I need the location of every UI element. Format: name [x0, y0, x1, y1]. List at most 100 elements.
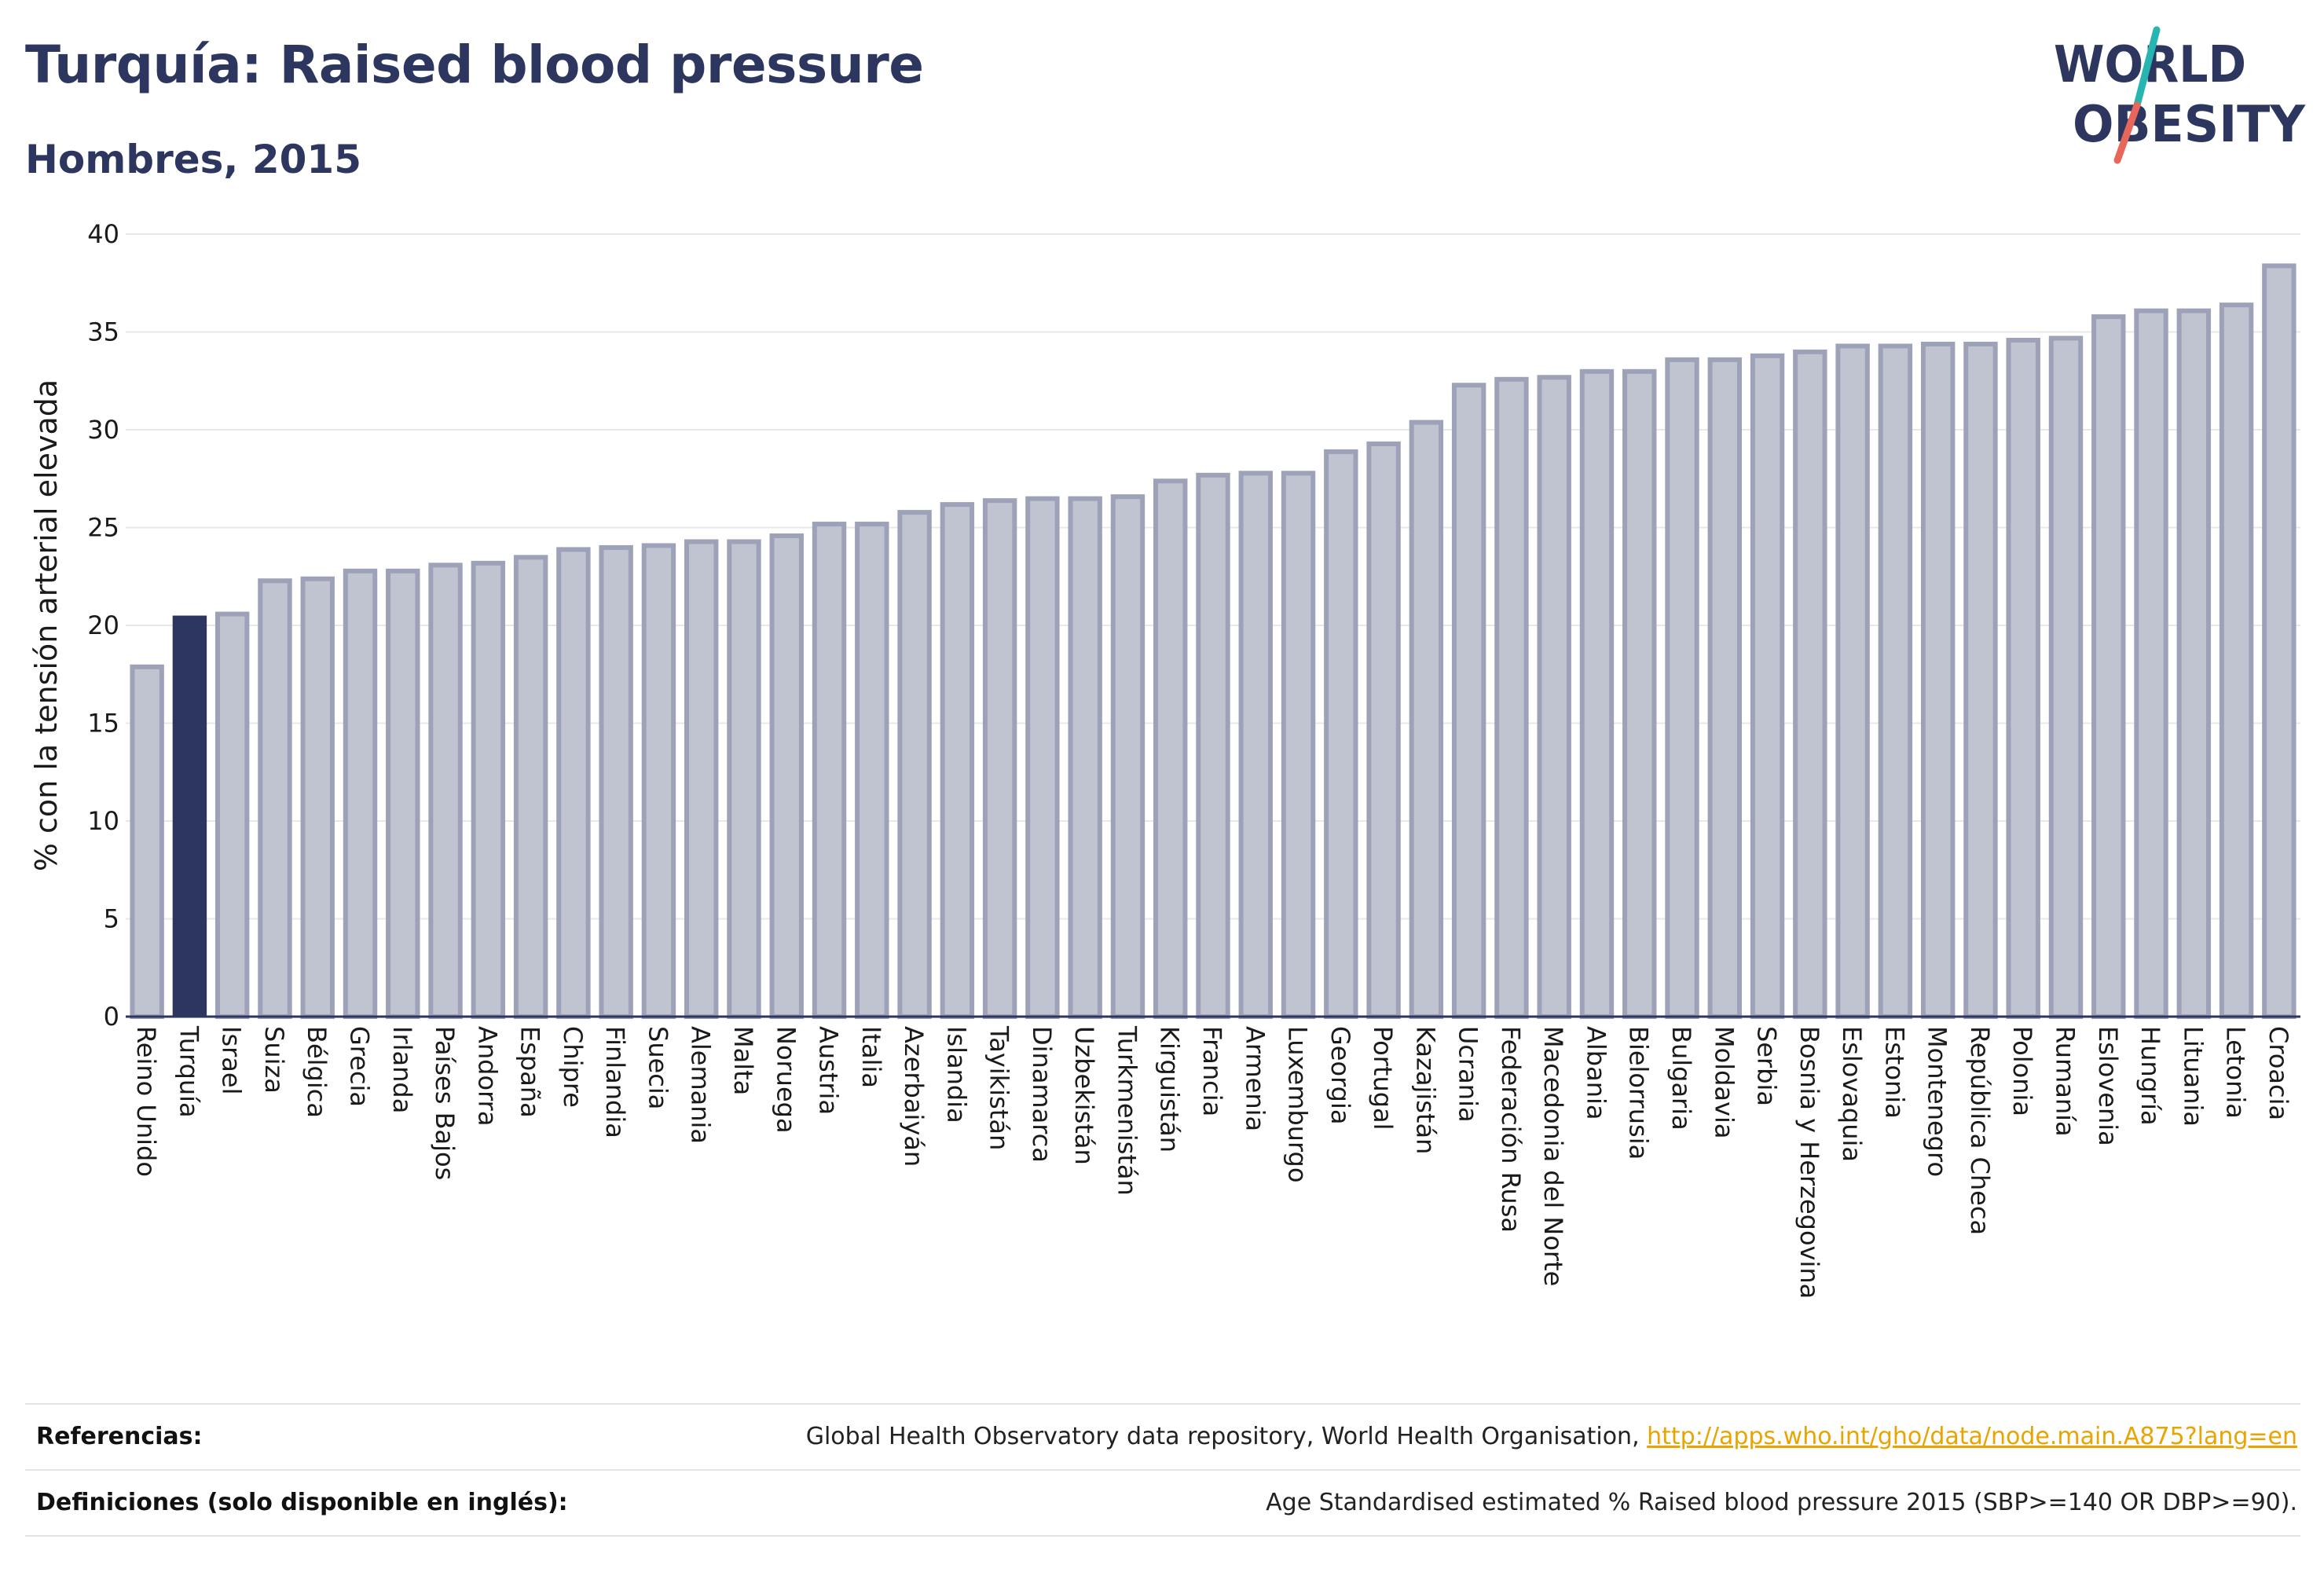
x-tick-label: Irlanda	[387, 1026, 417, 1113]
x-tick-label: Bielorrusia	[1624, 1026, 1654, 1160]
definitions-label: Definiciones (solo disponible en inglés)…	[36, 1488, 568, 1516]
x-tick-label: Montenegro	[1923, 1026, 1952, 1177]
y-tick-label: 30	[87, 415, 119, 445]
bar	[684, 539, 719, 1019]
y-tick-label: 15	[87, 709, 119, 739]
bar	[1835, 343, 1870, 1019]
x-tick-label: Dinamarca	[1027, 1026, 1057, 1163]
world-obesity-logo: WORLD OBESITY	[2054, 26, 2306, 164]
bar	[1366, 441, 1401, 1019]
x-tick-label: Bulgaria	[1666, 1026, 1696, 1131]
x-tick-label: Alemania	[686, 1026, 716, 1144]
bar	[982, 498, 1017, 1019]
x-axis-labels: Reino Unido Turquía Israel Suiza Bélgica Grec…	[131, 1025, 2293, 1299]
x-tick-label: Reino Unido	[131, 1026, 161, 1177]
x-tick-label: Albania	[1581, 1026, 1611, 1120]
x-tick-label: Francia	[1197, 1026, 1227, 1116]
x-tick-label: Rumanía	[2050, 1026, 2080, 1137]
bar	[428, 563, 463, 1019]
references-link[interactable]: http://apps.who.int/gho/data/node.main.A…	[1647, 1422, 2297, 1450]
y-tick-label: 20	[87, 610, 119, 640]
footer-divider	[25, 1535, 2300, 1537]
logo-slash-teal	[2133, 26, 2161, 109]
bar	[1622, 368, 1657, 1019]
bar	[1196, 472, 1230, 1019]
definitions-text: Age Standardised estimated % Raised bloo…	[1266, 1488, 2297, 1516]
bar	[2048, 335, 2084, 1020]
bar	[940, 502, 975, 1019]
bar	[2134, 308, 2168, 1019]
references-text: Global Health Observatory data repositor…	[805, 1422, 1648, 1450]
x-tick-label: Macedonia del Norte	[1538, 1026, 1568, 1286]
x-tick-label: Hungría	[2135, 1026, 2165, 1126]
y-tick-label: 35	[87, 317, 119, 347]
bar	[386, 568, 420, 1019]
bar	[599, 544, 633, 1019]
x-tick-label: Uzbekistán	[1069, 1026, 1099, 1165]
bar	[130, 664, 164, 1019]
bar	[2262, 263, 2297, 1020]
x-tick-label: Finlandia	[600, 1026, 630, 1138]
bar	[897, 510, 932, 1019]
bars	[130, 263, 2297, 1020]
x-tick-label: Chipre	[558, 1026, 588, 1108]
x-tick-label: Azerbaiyán	[899, 1026, 929, 1167]
x-tick-label: Islandia	[941, 1026, 971, 1123]
bar	[1878, 343, 1913, 1019]
bar-highlight	[172, 615, 207, 1017]
x-tick-label: Países Bajos	[430, 1026, 460, 1180]
bar	[1324, 449, 1358, 1019]
y-tick-label: 5	[104, 904, 119, 934]
bar	[1793, 349, 1827, 1020]
x-tick-label: Austria	[814, 1026, 844, 1115]
y-tick-label: 25	[87, 513, 119, 543]
bar	[1707, 357, 1743, 1019]
bar	[855, 522, 889, 1019]
x-tick-label: Malta	[728, 1026, 758, 1095]
x-tick-label: Serbia	[1752, 1026, 1782, 1106]
x-tick-label: Croacia	[2264, 1026, 2293, 1120]
x-tick-label: Israel	[217, 1026, 247, 1094]
x-tick-label: Bosnia y Herzegovina	[1794, 1026, 1824, 1299]
y-axis-label: % con la tensión arterial elevada	[29, 379, 64, 871]
bar	[727, 539, 761, 1019]
bar	[1494, 376, 1529, 1019]
bar	[641, 543, 676, 1019]
bar	[1920, 341, 1956, 1019]
x-tick-label: Letonia	[2221, 1026, 2251, 1119]
x-tick-label: República Checa	[1965, 1026, 1995, 1235]
logo-line2: OBESITY	[2073, 96, 2306, 154]
y-axis-ticks: 0 5 10 15 20 25 30 35 40	[87, 219, 119, 1032]
y-tick-label: 40	[87, 219, 119, 249]
x-tick-label: Bélgica	[302, 1026, 332, 1118]
chart-subtitle: Hombres, 2015	[25, 137, 361, 182]
x-tick-label: Ucrania	[1453, 1026, 1483, 1123]
bar	[471, 560, 506, 1019]
x-tick-label: Eslovaquia	[1837, 1026, 1867, 1162]
x-tick-label: Portugal	[1368, 1026, 1398, 1131]
bar	[1963, 341, 1998, 1019]
bar-chart: 0 5 10 15 20 25 30 35 40 Reino Unido Turquía Israe…	[29, 219, 2300, 1299]
references-value: Global Health Observatory data repositor…	[806, 1423, 2300, 1450]
bar	[2176, 308, 2212, 1019]
bar	[2091, 314, 2126, 1019]
references-label: Referencias:	[36, 1422, 203, 1450]
bar	[1750, 353, 1785, 1019]
x-tick-label: Tayikistán	[984, 1025, 1014, 1150]
bar	[556, 547, 591, 1019]
x-tick-label: Turquía	[174, 1025, 203, 1118]
references-row: Referencias: Global Health Observatory d…	[25, 1403, 2300, 1468]
x-tick-label: Polonia	[2007, 1026, 2037, 1116]
x-tick-label: Noruega	[771, 1026, 801, 1134]
x-tick-label: Turkmenistán	[1112, 1025, 1142, 1196]
bar	[1409, 420, 1444, 1019]
bar	[1153, 478, 1188, 1019]
bar	[1281, 471, 1316, 1019]
bar	[1025, 496, 1060, 1019]
bar	[1451, 383, 1486, 1019]
x-tick-label: Estonia	[1879, 1026, 1909, 1119]
bar	[812, 522, 847, 1019]
bar	[1068, 496, 1102, 1019]
x-tick-label: Georgia	[1325, 1026, 1355, 1124]
bar	[1110, 494, 1146, 1019]
